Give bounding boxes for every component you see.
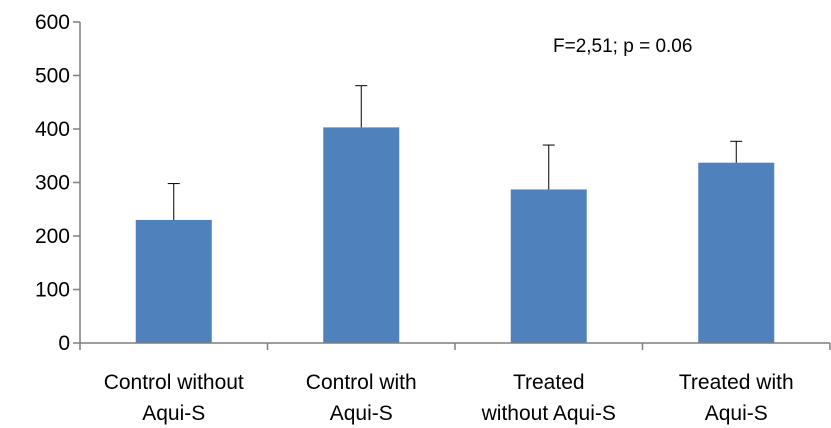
error-bars xyxy=(167,85,743,220)
x-category-label-line: Control with xyxy=(306,371,417,394)
x-category-label: Treated with Aqui-S xyxy=(679,371,794,425)
bars xyxy=(135,127,775,344)
y-tick-label: 500 xyxy=(35,65,70,88)
x-category-label-line: Aqui-S xyxy=(142,402,205,425)
x-category-label-line: Aqui-S xyxy=(705,402,768,425)
bar xyxy=(510,189,587,343)
y-tick-label: 300 xyxy=(35,172,70,195)
bar xyxy=(323,127,400,344)
y-tick-label: 100 xyxy=(35,279,70,302)
x-category-label: Treated without Aqui-S xyxy=(481,371,616,425)
y-tick-label: 400 xyxy=(35,118,70,141)
x-category-label: Control without Aqui-S xyxy=(104,371,244,425)
statistics-annotation: F=2,51; p = 0.06 xyxy=(553,36,692,57)
y-tick-label: 200 xyxy=(35,225,70,248)
bar xyxy=(135,219,212,343)
x-category-label: Control with Aqui-S xyxy=(306,371,417,425)
bar xyxy=(698,162,775,343)
x-category-label-line: without Aqui-S xyxy=(481,402,616,425)
x-category-label-line: Control without xyxy=(104,371,244,394)
y-tick-label: 0 xyxy=(58,332,70,355)
x-category-label-line: Treated xyxy=(513,371,585,394)
y-axis: 0 100 200 300 400 500 600 xyxy=(35,11,81,355)
x-category-label-line: Treated with xyxy=(679,371,794,394)
x-category-label-line: Aqui-S xyxy=(330,402,393,425)
y-tick-label: 600 xyxy=(35,11,70,34)
